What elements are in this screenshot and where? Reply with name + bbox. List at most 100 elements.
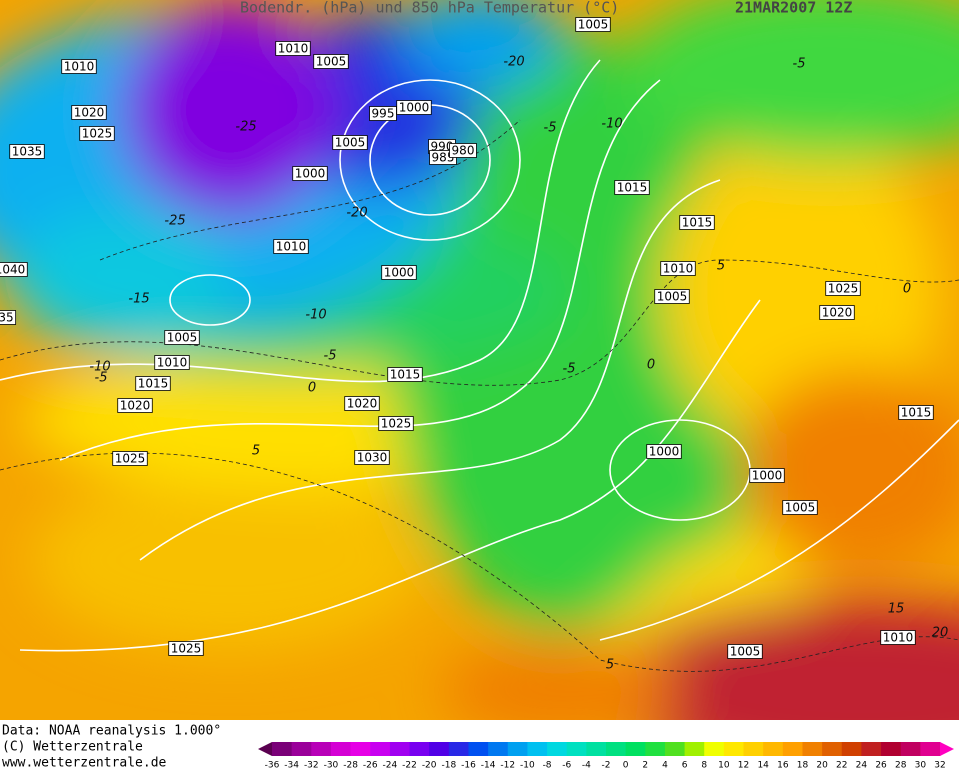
isobar-label-box [273, 239, 309, 254]
legend-tick-label: -8 [543, 761, 552, 770]
legend-swatch [802, 742, 823, 756]
isotherm-label: 20 [932, 626, 949, 641]
isotherms [0, 119, 959, 672]
isobar-label-box [449, 143, 477, 158]
isotherm-label: -5 [324, 349, 337, 364]
isobar-label: 1000 [649, 445, 680, 459]
isobar-label: 1005 [578, 18, 609, 32]
isobar-label-box [354, 450, 390, 465]
isobar-label-box [381, 265, 417, 280]
isotherm-label: -20 [346, 206, 367, 221]
legend-swatch [900, 742, 921, 756]
legend-tick-label: 26 [875, 761, 887, 770]
isobar-label-box [0, 310, 17, 325]
legend-swatch [684, 742, 705, 756]
isotherm-label: -5 [793, 57, 806, 72]
isobar-label: 1010 [276, 240, 307, 254]
isobar-label-box [344, 396, 380, 411]
legend-tick-label: -26 [363, 761, 378, 770]
legend-tick-label: 6 [682, 761, 688, 770]
legend-tick-label: -10 [520, 761, 535, 770]
legend-swatch [881, 742, 902, 756]
isotherm-label: 5 [717, 259, 725, 274]
isobar-label: 980 [452, 144, 475, 158]
isobar-label-box [819, 305, 855, 320]
isobar-label: 1005 [167, 331, 198, 345]
isobar-label: 1010 [278, 42, 309, 56]
legend-swatch [507, 742, 528, 756]
legend-swatch [645, 742, 666, 756]
isotherm-label: 0 [647, 358, 655, 373]
legend-swatch [920, 742, 941, 756]
legend-tick-label: 8 [701, 761, 707, 770]
legend-swatch [822, 742, 843, 756]
isotherm-label: -5 [544, 121, 557, 136]
legend-swatch [409, 742, 430, 756]
legend-tick-label: 32 [934, 761, 945, 770]
isobar-label-box [154, 355, 190, 370]
isobar-label: 1020 [120, 399, 151, 413]
isobar-label: 1025 [115, 452, 146, 466]
isobar-label-box [313, 54, 349, 69]
isotherm-label: -10 [601, 117, 622, 132]
isobar-label-box [61, 59, 97, 74]
isotherm-label: 15 [888, 602, 905, 617]
legend-swatch [743, 742, 764, 756]
isobar-label-box [0, 262, 28, 277]
legend-tick-label: 0 [623, 761, 629, 770]
legend-tick-label: -2 [602, 761, 611, 770]
legend-swatch [291, 742, 312, 756]
isobar-label-box [396, 100, 432, 115]
isobar-label-box [654, 289, 690, 304]
footer-line: (C) Wetterzentrale [2, 740, 143, 755]
isobar-label: 35 [0, 311, 14, 325]
isobar-label: 1000 [384, 266, 415, 280]
legend-tick-label: 10 [718, 761, 730, 770]
legend-tick-label: 16 [777, 761, 789, 770]
isotherm-label: 0 [308, 381, 316, 396]
isotherm-label: -10 [89, 360, 110, 375]
isobar-label: 990 [431, 140, 454, 154]
footer-line: Data: NOAA reanalysis 1.000° [2, 724, 221, 739]
isobar-label-box [332, 135, 368, 150]
legend-swatch [272, 742, 293, 756]
isobar-label-box [9, 144, 45, 159]
legend-tick-label: -6 [562, 761, 571, 770]
isobar-label: 1005 [657, 290, 688, 304]
isotherm-label: -25 [235, 120, 256, 135]
isotherm-label: -10 [305, 308, 326, 323]
legend-swatch [763, 742, 784, 756]
isobar-label: 1005 [730, 645, 761, 659]
isobars [0, 59, 959, 652]
isobar-label: 1040 [0, 263, 25, 277]
legend-swatch [586, 742, 607, 756]
legend-tick-label: -20 [422, 761, 437, 770]
isobar-label: 1020 [74, 106, 105, 120]
isobar-label: 985 [432, 151, 455, 165]
legend-tick-label: -32 [304, 761, 319, 770]
legend-tick-label: -4 [582, 761, 591, 770]
isobar-label-box [614, 180, 650, 195]
isobar-label-box [749, 468, 785, 483]
legend-tick-label: 4 [662, 761, 668, 770]
isobar-label: 1010 [883, 631, 914, 645]
isobar-label: 1005 [316, 55, 347, 69]
isobar-label: 1035 [12, 145, 43, 159]
legend-tick-label: -28 [343, 761, 358, 770]
isobar-label-box [135, 376, 171, 391]
isobar-label: 1025 [171, 642, 202, 656]
isobar-label-box [727, 644, 763, 659]
isobar-label-box [292, 166, 328, 181]
isobar-label: 1015 [138, 377, 169, 391]
isotherm-label: 0 [903, 282, 911, 297]
legend-swatch [311, 742, 332, 756]
isobar-label: 1015 [390, 368, 421, 382]
isotherm-label: -25 [164, 214, 185, 229]
isobar-label-box [79, 126, 115, 141]
isobar-label: 1020 [822, 306, 853, 320]
isobar-label-box [378, 416, 414, 431]
isobar-label-box [825, 281, 861, 296]
legend-swatch [547, 742, 568, 756]
